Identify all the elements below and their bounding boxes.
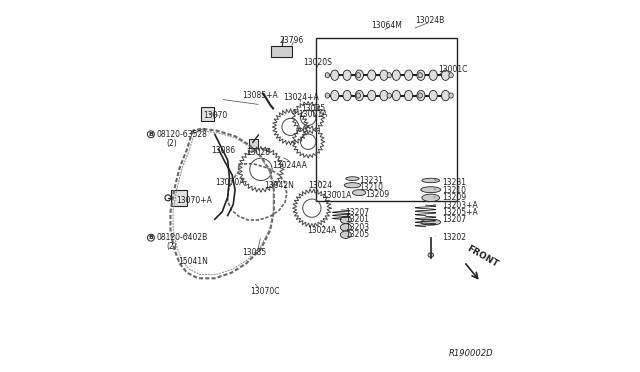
Ellipse shape	[449, 93, 453, 98]
Ellipse shape	[442, 90, 449, 101]
Ellipse shape	[367, 70, 376, 80]
Ellipse shape	[392, 90, 401, 101]
Text: 15041N: 15041N	[178, 257, 208, 266]
Ellipse shape	[340, 224, 351, 231]
Text: 13086: 13086	[211, 147, 236, 155]
Ellipse shape	[420, 187, 441, 193]
Bar	[249, 139, 259, 148]
Text: (2): (2)	[166, 243, 177, 251]
Ellipse shape	[429, 90, 437, 101]
Bar	[316, 38, 456, 201]
Text: 13201: 13201	[345, 215, 369, 224]
Ellipse shape	[417, 90, 425, 101]
Text: 13209: 13209	[365, 190, 389, 199]
Ellipse shape	[353, 190, 366, 196]
Text: 13231: 13231	[442, 178, 466, 187]
Text: 13070: 13070	[204, 111, 228, 121]
Ellipse shape	[344, 183, 361, 188]
Bar	[201, 108, 214, 121]
Text: 08120-63528: 08120-63528	[157, 130, 207, 139]
Ellipse shape	[422, 178, 440, 183]
Text: 13085+A: 13085+A	[243, 91, 278, 100]
Text: R190002D: R190002D	[449, 349, 493, 358]
Text: 08120-6402B: 08120-6402B	[157, 233, 208, 242]
Text: 13042N: 13042N	[264, 182, 294, 190]
Ellipse shape	[404, 90, 413, 101]
Ellipse shape	[346, 177, 359, 180]
Ellipse shape	[356, 73, 360, 78]
Text: (2): (2)	[166, 139, 177, 148]
Text: 13020S: 13020S	[303, 58, 332, 67]
Text: 13025: 13025	[301, 104, 326, 113]
Bar	[171, 190, 187, 206]
Text: 13085: 13085	[243, 248, 267, 257]
Text: 13070A: 13070A	[215, 178, 244, 187]
Text: 13028: 13028	[246, 148, 270, 157]
Text: 13001A: 13001A	[298, 109, 327, 119]
Ellipse shape	[325, 93, 330, 98]
Ellipse shape	[420, 219, 441, 225]
Text: 13203+A: 13203+A	[442, 201, 477, 210]
Ellipse shape	[392, 70, 401, 80]
Ellipse shape	[418, 93, 422, 98]
Ellipse shape	[429, 70, 437, 80]
Ellipse shape	[442, 70, 449, 80]
Ellipse shape	[418, 73, 422, 78]
Ellipse shape	[343, 90, 351, 101]
Ellipse shape	[404, 70, 413, 80]
Text: 13024: 13024	[308, 182, 332, 190]
Ellipse shape	[422, 194, 440, 202]
Text: 13205: 13205	[345, 230, 369, 239]
Ellipse shape	[325, 73, 330, 78]
Ellipse shape	[380, 90, 388, 101]
Ellipse shape	[428, 253, 433, 257]
Text: 13207: 13207	[442, 215, 466, 224]
Ellipse shape	[449, 73, 453, 78]
Text: 13203: 13203	[345, 223, 369, 232]
Ellipse shape	[380, 70, 388, 80]
Text: 13064M: 13064M	[372, 21, 403, 30]
Bar	[271, 46, 292, 57]
Text: 13070C: 13070C	[250, 287, 279, 296]
Text: B: B	[148, 132, 154, 137]
Ellipse shape	[355, 90, 364, 101]
Text: 13024AA: 13024AA	[272, 161, 307, 170]
Text: 13001C: 13001C	[438, 65, 468, 74]
Text: 13205+A: 13205+A	[442, 208, 477, 217]
Ellipse shape	[387, 73, 392, 78]
Text: 13231: 13231	[359, 176, 383, 185]
Text: 13210: 13210	[359, 183, 383, 192]
Text: 13210: 13210	[442, 186, 466, 195]
Ellipse shape	[356, 93, 360, 98]
Ellipse shape	[355, 70, 364, 80]
Text: 13209: 13209	[442, 193, 466, 202]
Text: 13202: 13202	[442, 233, 466, 242]
Text: 23796: 23796	[280, 36, 303, 45]
Ellipse shape	[331, 90, 339, 101]
Text: 13001A: 13001A	[322, 191, 351, 200]
Ellipse shape	[387, 93, 392, 98]
Ellipse shape	[340, 231, 351, 238]
Text: B: B	[148, 235, 154, 240]
Text: 13207: 13207	[345, 208, 369, 217]
Text: 13024+A: 13024+A	[283, 93, 319, 102]
Text: 13070+A: 13070+A	[176, 196, 212, 205]
Ellipse shape	[367, 90, 376, 101]
Ellipse shape	[343, 70, 351, 80]
Text: 13024A: 13024A	[307, 226, 337, 235]
Ellipse shape	[340, 216, 351, 224]
Ellipse shape	[331, 70, 339, 80]
Ellipse shape	[417, 70, 425, 80]
Text: FRONT: FRONT	[465, 244, 500, 269]
Text: 13024B: 13024B	[415, 16, 445, 25]
